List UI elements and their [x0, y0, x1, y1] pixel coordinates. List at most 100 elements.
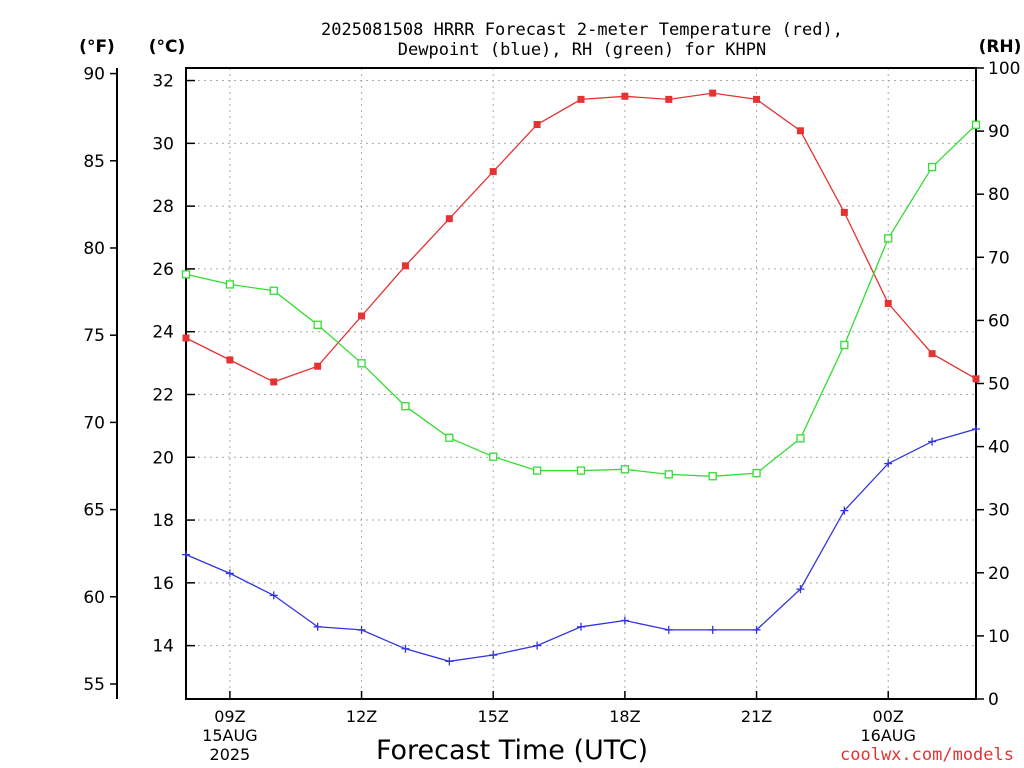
- temperature-point: [226, 356, 234, 364]
- chart-title-line-1: 2025081508 HRRR Forecast 2-meter Tempera…: [321, 20, 843, 40]
- temperature-series: [182, 89, 980, 386]
- temperature-point: [840, 208, 848, 216]
- dewpoint-point: [664, 625, 673, 634]
- celsius-tick-label: 16: [152, 574, 174, 594]
- fahrenheit-tick-label: 65: [83, 501, 105, 521]
- x-tick-label: 15Z: [478, 707, 509, 726]
- temperature-point: [445, 215, 453, 223]
- temperature-point: [577, 95, 585, 103]
- plot-frame: [185, 67, 977, 700]
- fahrenheit-tick-label: 75: [83, 326, 105, 346]
- celsius-tick-label: 24: [152, 323, 174, 343]
- rh-point: [445, 433, 454, 442]
- rh-point: [927, 162, 937, 172]
- rh-point: [708, 472, 717, 481]
- rh-tick-label: 40: [988, 438, 1010, 458]
- rh-tick-label: 90: [988, 122, 1010, 142]
- rh-tick-label: 0: [988, 690, 999, 710]
- rh-point: [620, 465, 630, 474]
- dewpoint-point: [752, 625, 761, 634]
- temperature-point: [709, 89, 717, 97]
- rh-tick-label: 100: [988, 59, 1020, 79]
- rh-point: [840, 340, 849, 350]
- x-tick-label: 00Z: [873, 707, 904, 726]
- dewpoint-point: [533, 641, 542, 650]
- temperature-point: [533, 121, 541, 129]
- rh-tick-label: 10: [988, 627, 1010, 647]
- dewpoint-point: [840, 506, 849, 515]
- x-tick-label: 09Z: [214, 707, 245, 726]
- celsius-tick-label: 18: [152, 511, 174, 531]
- rh-point: [532, 466, 542, 475]
- dewpoint-point: [884, 459, 893, 468]
- rh-tick-label: 70: [988, 248, 1010, 268]
- temperature-point: [182, 334, 190, 342]
- dewpoint-point: [182, 550, 190, 559]
- temperature-line: [185, 92, 977, 383]
- dewpoint-point: [972, 425, 980, 434]
- dewpoint-series: [182, 425, 980, 666]
- dewpoint-point: [708, 625, 717, 634]
- temperature-point: [665, 95, 673, 103]
- fahrenheit-tick-label: 85: [83, 152, 105, 172]
- celsius-tick-label: 22: [152, 385, 174, 405]
- temperature-point: [270, 378, 278, 386]
- grid: [186, 68, 976, 699]
- dewpoint-point: [357, 625, 366, 634]
- rh-point: [225, 280, 235, 289]
- temperature-point: [796, 127, 804, 135]
- rh-tick-label: 80: [988, 185, 1010, 205]
- rh-point: [269, 286, 278, 295]
- rh-point: [181, 270, 191, 279]
- fahrenheit-unit-label: (°F): [79, 37, 115, 57]
- temperature-point: [928, 350, 936, 358]
- celsius-tick-label: 20: [152, 448, 174, 468]
- dewpoint-point: [796, 585, 805, 594]
- rh-point: [971, 120, 981, 129]
- dewpoint-point: [489, 651, 498, 660]
- rh-unit-label: (RH): [979, 37, 1022, 57]
- celsius-tick-label: 14: [152, 637, 174, 657]
- dewpoint-point: [577, 622, 585, 631]
- rh-point: [357, 359, 366, 368]
- fahrenheit-tick-label: 55: [83, 675, 105, 695]
- dewpoint-point: [401, 644, 410, 653]
- rh-point: [313, 320, 322, 329]
- celsius-tick-label: 28: [152, 197, 174, 217]
- credit-text: coolwx.com/models: [840, 745, 1014, 765]
- dewpoint-point: [269, 591, 278, 600]
- x-tick-year: 2025: [210, 745, 251, 764]
- temperature-point: [489, 168, 497, 176]
- celsius-unit-label: (°C): [149, 37, 186, 57]
- dewpoint-point: [225, 569, 234, 578]
- celsius-tick-label: 26: [152, 260, 174, 280]
- dewpoint-point: [445, 657, 454, 666]
- fahrenheit-tick-label: 90: [83, 65, 105, 85]
- fahrenheit-tick-label: 60: [83, 588, 105, 608]
- celsius-tick-label: 32: [152, 72, 174, 92]
- x-tick-date: 16AUG: [861, 726, 916, 745]
- rh-point: [401, 402, 410, 411]
- dewpoint-point: [620, 616, 629, 625]
- rh-point: [752, 468, 761, 478]
- dewpoint-point: [313, 622, 322, 631]
- temperature-point: [314, 362, 322, 370]
- chart-title-line-2: Dewpoint (blue), RH (green) for KHPN: [398, 40, 766, 60]
- temperature-point: [972, 375, 980, 383]
- x-axis-title: Forecast Time (UTC): [376, 735, 648, 766]
- rh-series: [181, 120, 981, 481]
- axes: 14 16 18 20 22 24 26 28 30 32 55 60 65 70 75 80 85 90 0 10 2…: [83, 59, 1020, 764]
- dewpoint-point: [928, 437, 937, 446]
- temperature-point: [621, 92, 629, 100]
- series-layer: [181, 89, 981, 666]
- temperature-point: [753, 95, 761, 103]
- fahrenheit-tick-label: 70: [83, 413, 105, 433]
- rh-point: [796, 434, 805, 443]
- rh-point: [576, 466, 586, 475]
- rh-tick-label: 60: [988, 311, 1010, 331]
- rh-point: [489, 452, 498, 461]
- rh-tick-label: 20: [988, 564, 1010, 584]
- temperature-point: [358, 312, 366, 320]
- celsius-tick-label: 30: [152, 134, 174, 154]
